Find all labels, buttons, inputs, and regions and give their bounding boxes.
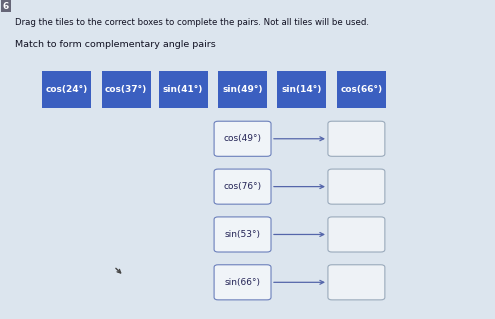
FancyBboxPatch shape <box>158 71 208 108</box>
Text: sin(14°): sin(14°) <box>282 85 322 94</box>
Text: cos(76°): cos(76°) <box>223 182 262 191</box>
FancyBboxPatch shape <box>218 71 267 108</box>
Text: sin(53°): sin(53°) <box>225 230 260 239</box>
FancyBboxPatch shape <box>328 121 385 156</box>
Text: Drag the tiles to the correct boxes to complete the pairs. Not all tiles will be: Drag the tiles to the correct boxes to c… <box>15 18 369 26</box>
FancyBboxPatch shape <box>214 217 271 252</box>
FancyBboxPatch shape <box>277 71 327 108</box>
Text: cos(66°): cos(66°) <box>340 85 383 94</box>
Text: sin(41°): sin(41°) <box>163 85 203 94</box>
Text: sin(66°): sin(66°) <box>225 278 260 287</box>
FancyBboxPatch shape <box>337 71 386 108</box>
FancyBboxPatch shape <box>328 169 385 204</box>
FancyBboxPatch shape <box>328 217 385 252</box>
FancyBboxPatch shape <box>214 121 271 156</box>
Text: 6: 6 <box>2 2 9 11</box>
Text: cos(37°): cos(37°) <box>105 85 148 94</box>
Text: sin(49°): sin(49°) <box>222 85 263 94</box>
FancyBboxPatch shape <box>214 265 271 300</box>
FancyBboxPatch shape <box>214 169 271 204</box>
Text: cos(24°): cos(24°) <box>46 85 88 94</box>
FancyBboxPatch shape <box>328 265 385 300</box>
FancyBboxPatch shape <box>102 71 150 108</box>
FancyBboxPatch shape <box>43 71 91 108</box>
Text: cos(49°): cos(49°) <box>224 134 261 143</box>
Text: Match to form complementary angle pairs: Match to form complementary angle pairs <box>15 40 216 49</box>
